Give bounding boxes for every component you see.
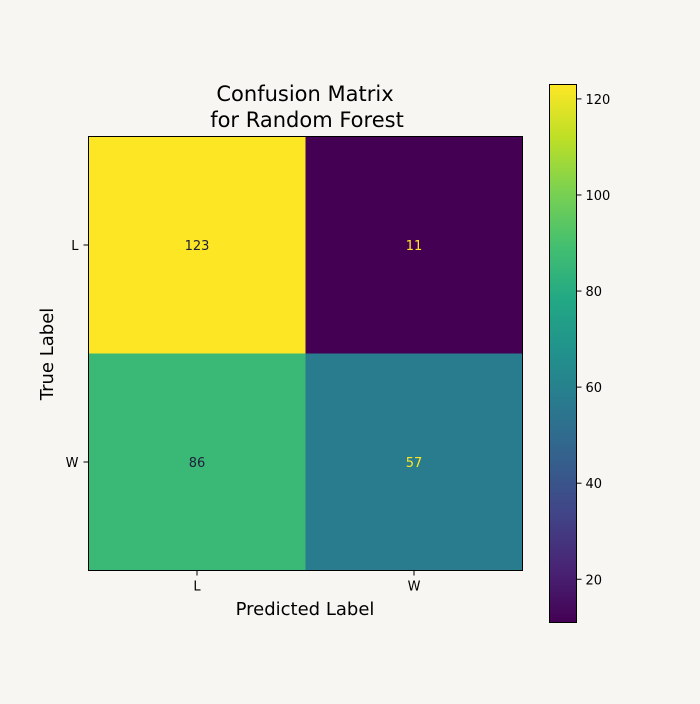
x-tick-label: W — [408, 580, 421, 595]
colorbar-tick-label: 100 — [586, 189, 611, 204]
plot-frame — [88, 136, 523, 571]
colorbar-ticks: 20 40 60 80 100 120 — [576, 93, 611, 588]
heatmap-cell — [305, 136, 523, 354]
colorbar — [549, 84, 577, 623]
colorbar-tick-label: 120 — [586, 93, 611, 108]
y-tick-label: W — [66, 456, 79, 471]
heatmap-cell — [88, 353, 306, 571]
colorbar-tick-label: 60 — [586, 381, 603, 396]
heatmap-cell-labels: 123 11 86 57 — [185, 239, 423, 471]
y-axis-label: True Label — [37, 308, 58, 402]
cell-value-label: 86 — [189, 456, 206, 471]
chart-title-line1: Confusion Matrix — [216, 82, 393, 106]
colorbar-tick-label: 20 — [586, 573, 603, 588]
colorbar-tick-label: 40 — [586, 477, 603, 492]
cell-value-label: 57 — [406, 456, 423, 471]
heatmap-cell — [88, 136, 306, 354]
x-tick-label: L — [193, 580, 201, 595]
cell-value-label: 11 — [406, 239, 423, 254]
y-tick-label: L — [71, 239, 79, 254]
colorbar-tick-label: 80 — [586, 285, 603, 300]
cell-value-label: 123 — [185, 239, 210, 254]
chart-title-line2: for Random Forest — [210, 108, 404, 132]
y-axis-ticks: LW — [66, 239, 89, 471]
x-axis-label: Predicted Label — [236, 599, 375, 620]
heatmap-cells — [88, 136, 523, 571]
heatmap-cell — [305, 353, 523, 571]
